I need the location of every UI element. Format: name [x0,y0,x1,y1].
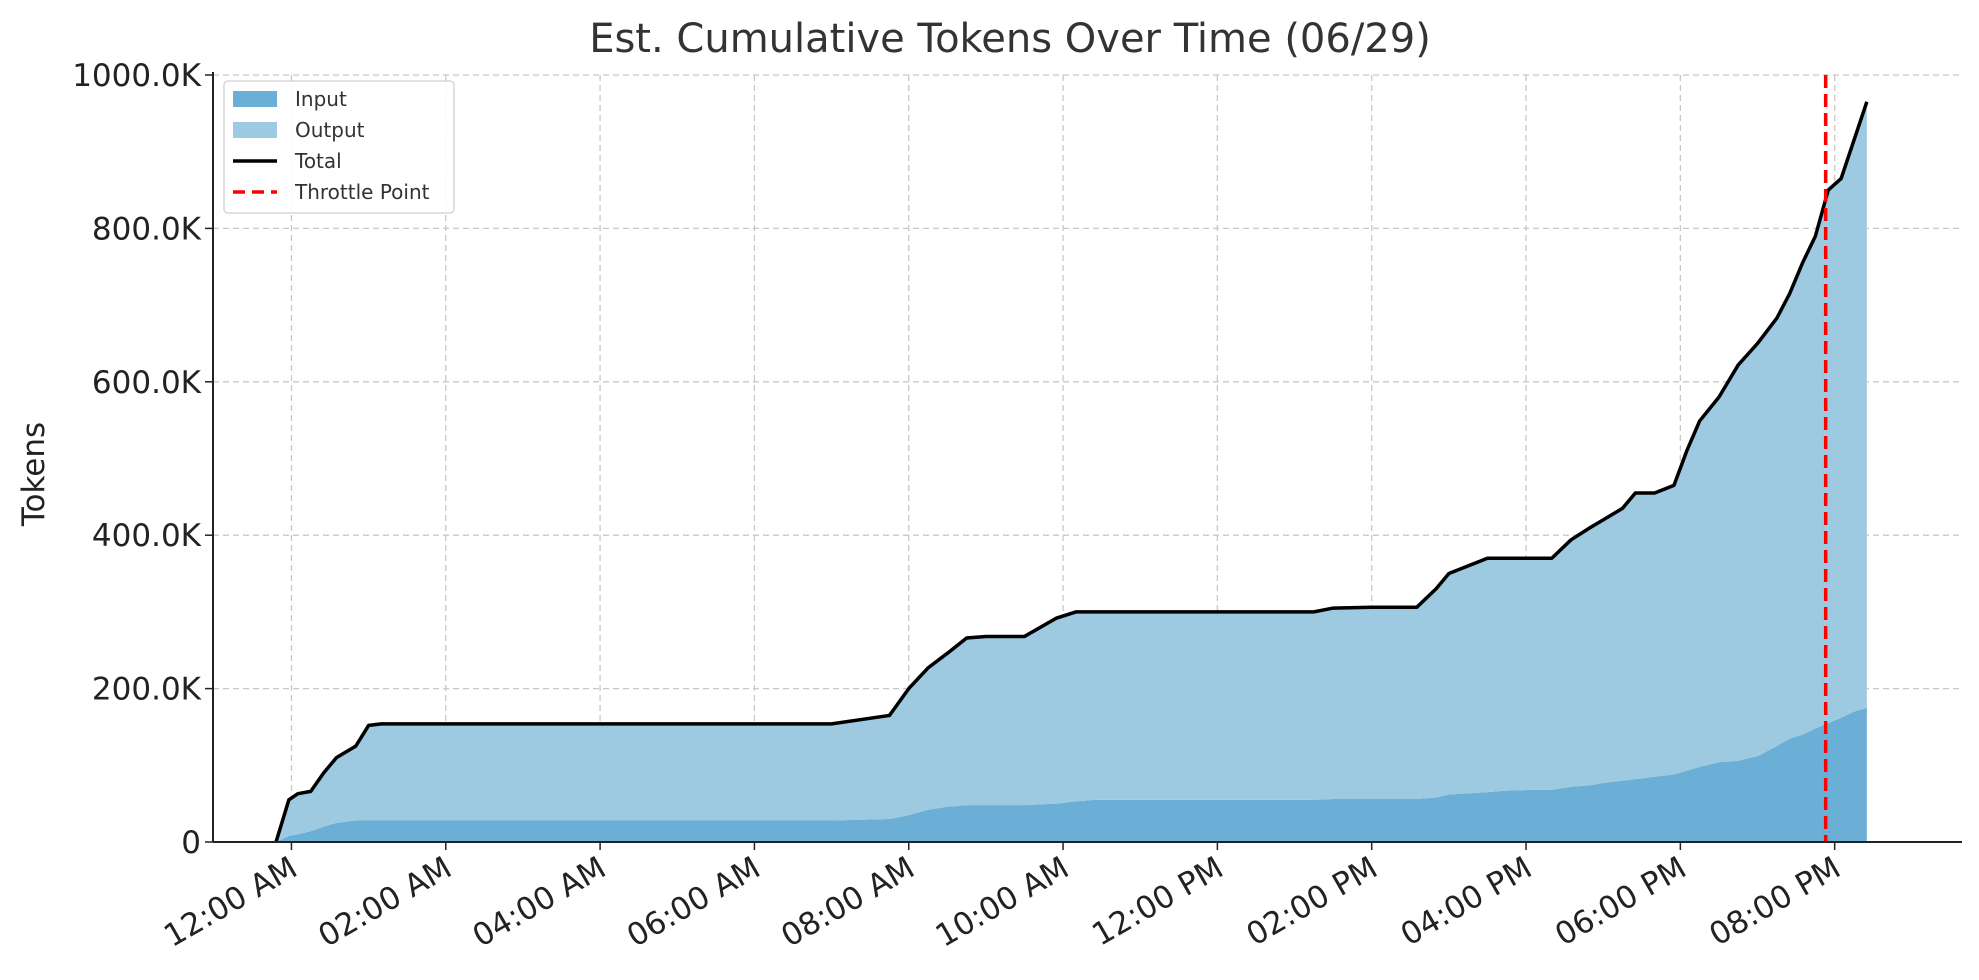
total-line [274,101,1869,843]
legend-output-label: Output [295,118,365,142]
x-tick-label: 04:00 AM [467,850,612,955]
x-tick-label: 12:00 PM [1086,850,1229,953]
x-tick-label: 08:00 PM [1703,850,1846,953]
y-tick-label: 600.0K [92,365,202,401]
x-tick-labels: 12:00 AM 02:00 AM 04:00 AM 06:00 AM 08:00 AM… [158,850,1847,955]
output-area [276,101,1867,843]
x-tick-label: 08:00 AM [775,850,920,955]
legend: Input Output Total Throttle Point [223,80,455,214]
chart-title: Est. Cumulative Tokens Over Time (06/29) [589,16,1431,62]
y-tick-label: 1000.0K [72,58,201,94]
series-lines [274,101,1869,843]
legend-throttle-point-label: Throttle Point [294,180,430,204]
legend-output-swatch [233,122,277,138]
legend-input-swatch [233,91,277,107]
legend-total-label: Total [294,149,342,173]
y-axis-label: Tokens [16,422,52,527]
y-tick-label: 800.0K [92,211,202,247]
legend-input-label: Input [295,87,347,111]
y-tick-label: 400.0K [92,518,202,554]
y-tick-labels: 0 200.0K 400.0K 600.0K 800.0K 1000.0K [72,58,201,861]
stacked-areas [276,101,1867,843]
input-area [276,707,1867,842]
y-tick-label: 0 [181,825,201,861]
legend-frame [223,80,455,214]
x-tick-label: 10:00 AM [930,850,1075,955]
x-tick-label: 04:00 PM [1395,850,1538,953]
x-tick-label: 02:00 PM [1240,850,1383,953]
x-tick-label: 06:00 AM [621,850,766,955]
y-tick-label: 200.0K [92,672,202,708]
axes [205,72,1962,850]
x-tick-label: 06:00 PM [1549,850,1692,953]
x-tick-label: 12:00 AM [158,850,303,955]
x-tick-label: 02:00 AM [312,850,457,955]
